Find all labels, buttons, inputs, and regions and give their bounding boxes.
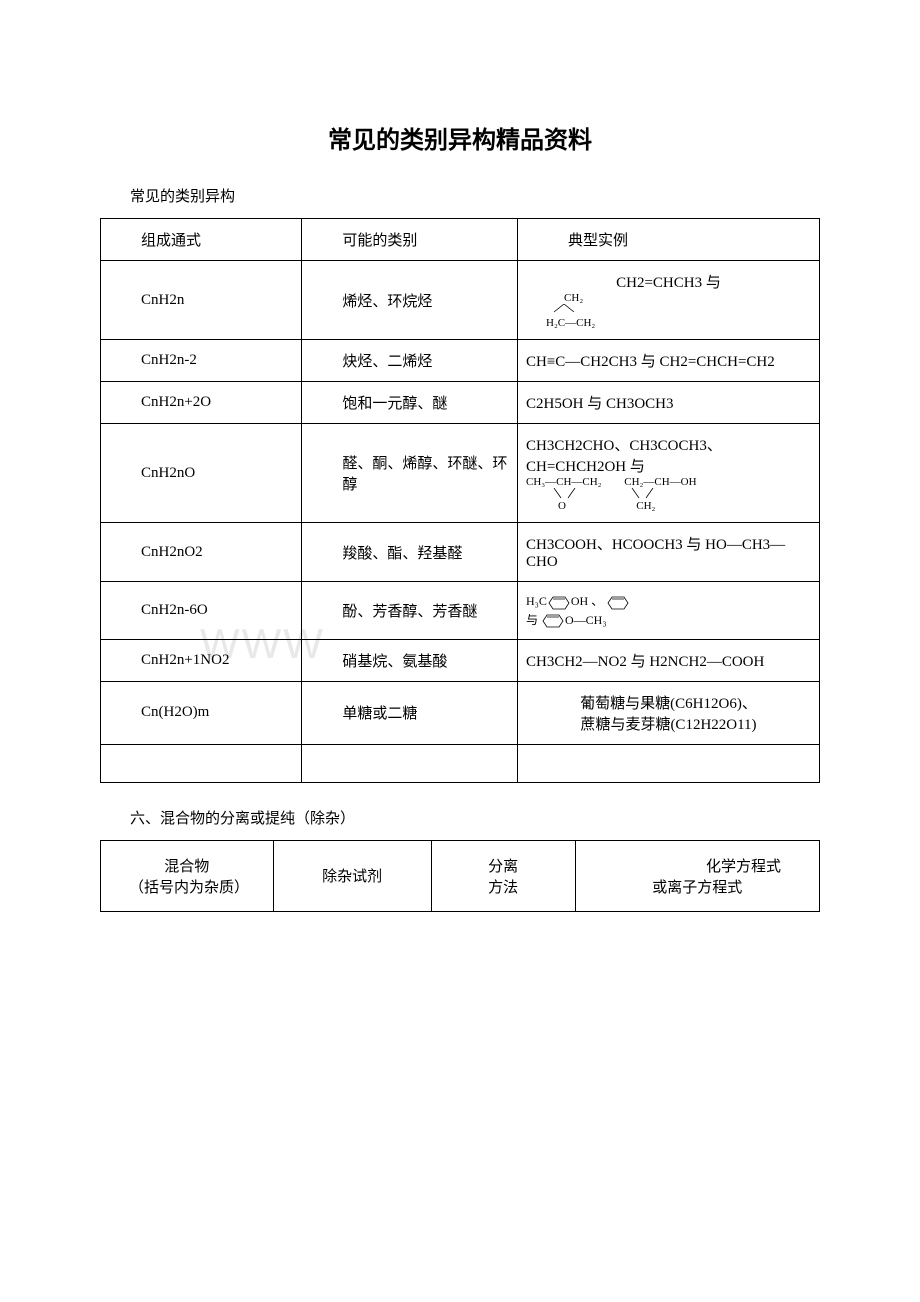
formula-cell: CnH2n (101, 261, 302, 340)
epoxy-icon-2: CH₂—CH—OH CH₂ (624, 476, 696, 512)
header-mixture: 混合物 （括号内为杂质） (101, 840, 274, 911)
benzene-icon (606, 595, 630, 611)
table-row: CnH2n+1NO2 硝基烷、氨基酸 CH3CH2—NO2 与 H2NCH2—C… (101, 639, 820, 681)
formula-cell: CnH2n-2 (101, 340, 302, 382)
category-text: 醛、酮、烯醇、环醚、环醇 (342, 456, 507, 493)
empty-cell (101, 744, 302, 782)
example-text: CH≡C—CH2CH3 与 CH2=CHCH=CH2 (526, 354, 775, 370)
cyclopropane-icon: CH₂ H₂C—CH₂ (546, 292, 595, 329)
formula-cell: Cn(H2O)m (101, 681, 302, 744)
category-cell: 醛、酮、烯醇、环醚、环醇 (302, 424, 518, 523)
phenol-struct-1: H₃COH (526, 594, 588, 608)
example-text: 葡萄糖与果糖(C6H12O6)、 蔗糖与麦芽糖(C12H22O11) (580, 696, 757, 733)
och3-label: O—CH₃ (565, 613, 607, 627)
example-cell: C2H5OH 与 CH3OCH3 (518, 382, 820, 424)
formula-cell: CnH2nO (101, 424, 302, 523)
table-header-row: 组成通式 可能的类别 典型实例 (101, 219, 820, 261)
example-text: CH2=CHCH3 与 (616, 275, 721, 291)
empty-cell (302, 744, 518, 782)
table-row: CnH2n+2O 饱和一元醇、醚 C2H5OH 与 CH3OCH3 (101, 382, 820, 424)
example-text: C2H5OH 与 CH3OCH3 (526, 396, 674, 412)
example-cell: H₃COH 、 与 O—CH₃ (518, 582, 820, 640)
category-text: 酚、芳香醇、芳香醚 (342, 604, 477, 620)
category-cell: 炔烃、二烯烃 (302, 340, 518, 382)
example-cell: CH≡C—CH2CH3 与 CH2=CHCH=CH2 (518, 340, 820, 382)
header-category: 可能的类别 (302, 219, 518, 261)
example-cell: 葡萄糖与果糖(C6H12O6)、 蔗糖与麦芽糖(C12H22O11) (518, 681, 820, 744)
header-example: 典型实例 (518, 219, 820, 261)
header-formula: 组成通式 (101, 219, 302, 261)
example-text: CH3CH2—NO2 与 H2NCH2—COOH (526, 654, 764, 670)
category-cell: 饱和一元醇、醚 (302, 382, 518, 424)
section-title: 六、混合物的分离或提纯（除杂） (130, 807, 820, 828)
table-header-row: 混合物 （括号内为杂质） 除杂试剂 分离 方法 化学方程式 或离子方程式 (101, 840, 820, 911)
table-row-empty (101, 744, 820, 782)
category-cell: 硝基烷、氨基酸 (302, 639, 518, 681)
formula-cell: CnH2n+1NO2 (101, 639, 302, 681)
example-cell: CH3CH2CHO、CH3COCH3、CH=CHCH2OH 与 CH₃—CH—C… (518, 424, 820, 523)
isomer-table: 组成通式 可能的类别 典型实例 CnH2n 烯烃、环烷烃 CH2=CHCH3 与… (100, 218, 820, 783)
separation-table: 混合物 （括号内为杂质） 除杂试剂 分离 方法 化学方程式 或离子方程式 (100, 840, 820, 912)
example-cell: CH3CH2—NO2 与 H2NCH2—COOH (518, 639, 820, 681)
formula-cell: CnH2nO2 (101, 523, 302, 582)
table-row: Cn(H2O)m 单糖或二糖 葡萄糖与果糖(C6H12O6)、 蔗糖与麦芽糖(C… (101, 681, 820, 744)
category-cell: 羧酸、酯、羟基醛 (302, 523, 518, 582)
header-method: 分离 方法 (431, 840, 575, 911)
header-reagent: 除杂试剂 (273, 840, 431, 911)
header-equation: 化学方程式 或离子方程式 (575, 840, 819, 911)
subtitle: 常见的类别异构 (100, 185, 820, 206)
category-cell: 烯烃、环烷烃 (302, 261, 518, 340)
category-cell: 酚、芳香醇、芳香醚 (302, 582, 518, 640)
category-cell: 单糖或二糖 (302, 681, 518, 744)
example-cell: CH3COOH、HCOOCH3 与 HO—CH3—CHO (518, 523, 820, 582)
example-text: CH3COOH、HCOOCH3 与 HO—CH3—CHO (526, 537, 785, 570)
formula-cell: CnH2n+2O (101, 382, 302, 424)
table-row: CnH2n-2 炔烃、二烯烃 CH≡C—CH2CH3 与 CH2=CHCH=CH… (101, 340, 820, 382)
table-row: CnH2nO 醛、酮、烯醇、环醚、环醇 CH3CH2CHO、CH3COCH3、C… (101, 424, 820, 523)
example-text: CH3CH2CHO、CH3COCH3、CH=CHCH2OH 与 (526, 438, 722, 475)
phenol-suffix: 与 (526, 613, 538, 627)
epoxy-icon: CH₃—CH—CH₂ O (526, 476, 602, 512)
table-row: CnH2n-6O 酚、芳香醇、芳香醚 H₃COH 、 与 O—CH₃ (101, 582, 820, 640)
empty-cell (518, 744, 820, 782)
page-title: 常见的类别异构精品资料 (100, 120, 820, 155)
table-row: CnH2nO2 羧酸、酯、羟基醛 CH3COOH、HCOOCH3 与 HO—CH… (101, 523, 820, 582)
example-cell: CH2=CHCH3 与 CH₂ H₂C—CH₂ (518, 261, 820, 340)
formula-cell: CnH2n-6O (101, 582, 302, 640)
table-row: CnH2n 烯烃、环烷烃 CH2=CHCH3 与 CH₂ H₂C—CH₂ (101, 261, 820, 340)
benzene-icon (541, 613, 565, 629)
